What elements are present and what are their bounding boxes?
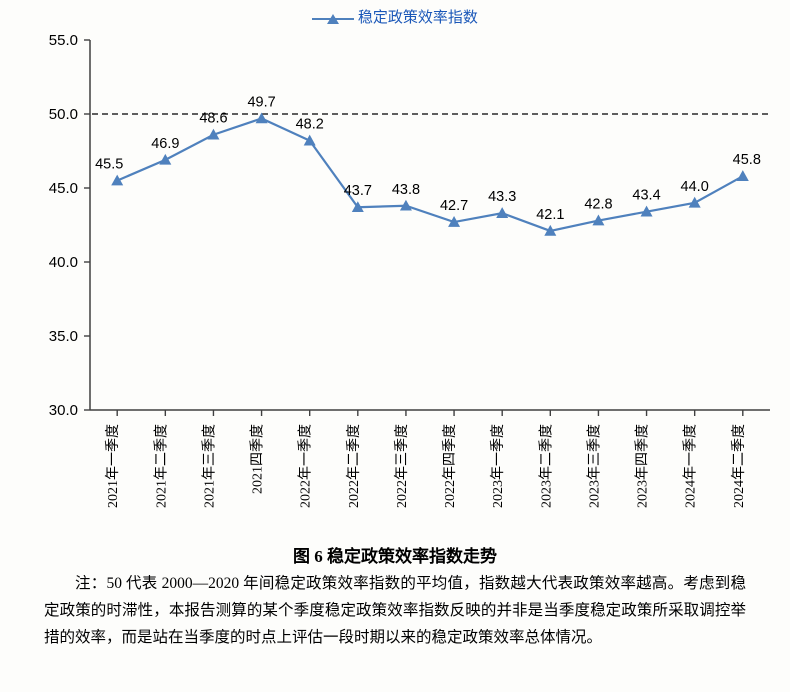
svg-text:44.0: 44.0: [681, 179, 709, 195]
svg-text:2024年一季度: 2024年一季度: [683, 424, 699, 508]
svg-text:2021四季度: 2021四季度: [250, 424, 266, 494]
svg-text:46.9: 46.9: [151, 136, 179, 152]
figure-caption: 图 6 稳定政策效率指数走势: [0, 542, 790, 567]
svg-text:2021年一季度: 2021年一季度: [105, 424, 121, 508]
svg-text:30.0: 30.0: [49, 402, 78, 419]
note-text: 注：50 代表 2000—2020 年间稳定政策效率指数的平均值，指数越大代表政…: [44, 575, 746, 646]
svg-text:2023年三季度: 2023年三季度: [586, 424, 602, 508]
svg-text:42.1: 42.1: [536, 207, 564, 223]
svg-text:40.0: 40.0: [49, 254, 78, 271]
svg-text:2021年三季度: 2021年三季度: [201, 424, 217, 508]
chart-legend: 稳定政策效率指数: [0, 6, 790, 27]
svg-text:45.8: 45.8: [733, 152, 761, 168]
svg-text:2023年二季度: 2023年二季度: [538, 424, 554, 508]
legend-marker: [312, 13, 354, 25]
svg-text:2022年一季度: 2022年一季度: [298, 424, 314, 508]
svg-text:2021年二季度: 2021年二季度: [153, 424, 169, 508]
svg-text:42.8: 42.8: [584, 197, 612, 213]
svg-text:49.7: 49.7: [247, 94, 275, 110]
svg-text:35.0: 35.0: [49, 328, 78, 345]
svg-text:48.6: 48.6: [199, 111, 227, 127]
svg-text:43.3: 43.3: [488, 189, 516, 205]
legend-label: 稳定政策效率指数: [358, 10, 478, 26]
svg-text:2022年三季度: 2022年三季度: [394, 424, 410, 508]
figure-note: 注：50 代表 2000—2020 年间稳定政策效率指数的平均值，指数越大代表政…: [44, 570, 746, 651]
line-chart: 30.0 35.0 40.0 45.0 50.0 55.0 2021年一季度 2021年二季度…: [10, 30, 780, 530]
svg-text:48.2: 48.2: [296, 117, 324, 133]
svg-text:43.4: 43.4: [632, 188, 660, 204]
svg-text:43.7: 43.7: [344, 183, 372, 199]
svg-text:45.5: 45.5: [95, 157, 123, 173]
svg-text:43.8: 43.8: [392, 182, 420, 198]
svg-text:42.7: 42.7: [440, 198, 468, 214]
svg-text:2022年二季度: 2022年二季度: [346, 424, 362, 508]
svg-text:2023年四季度: 2023年四季度: [635, 424, 651, 508]
svg-text:2022年四季度: 2022年四季度: [442, 424, 458, 508]
svg-text:2024年二季度: 2024年二季度: [731, 424, 747, 508]
svg-text:55.0: 55.0: [49, 32, 78, 49]
svg-text:45.0: 45.0: [49, 180, 78, 197]
svg-text:2023年一季度: 2023年一季度: [490, 424, 506, 508]
svg-text:50.0: 50.0: [49, 106, 78, 123]
